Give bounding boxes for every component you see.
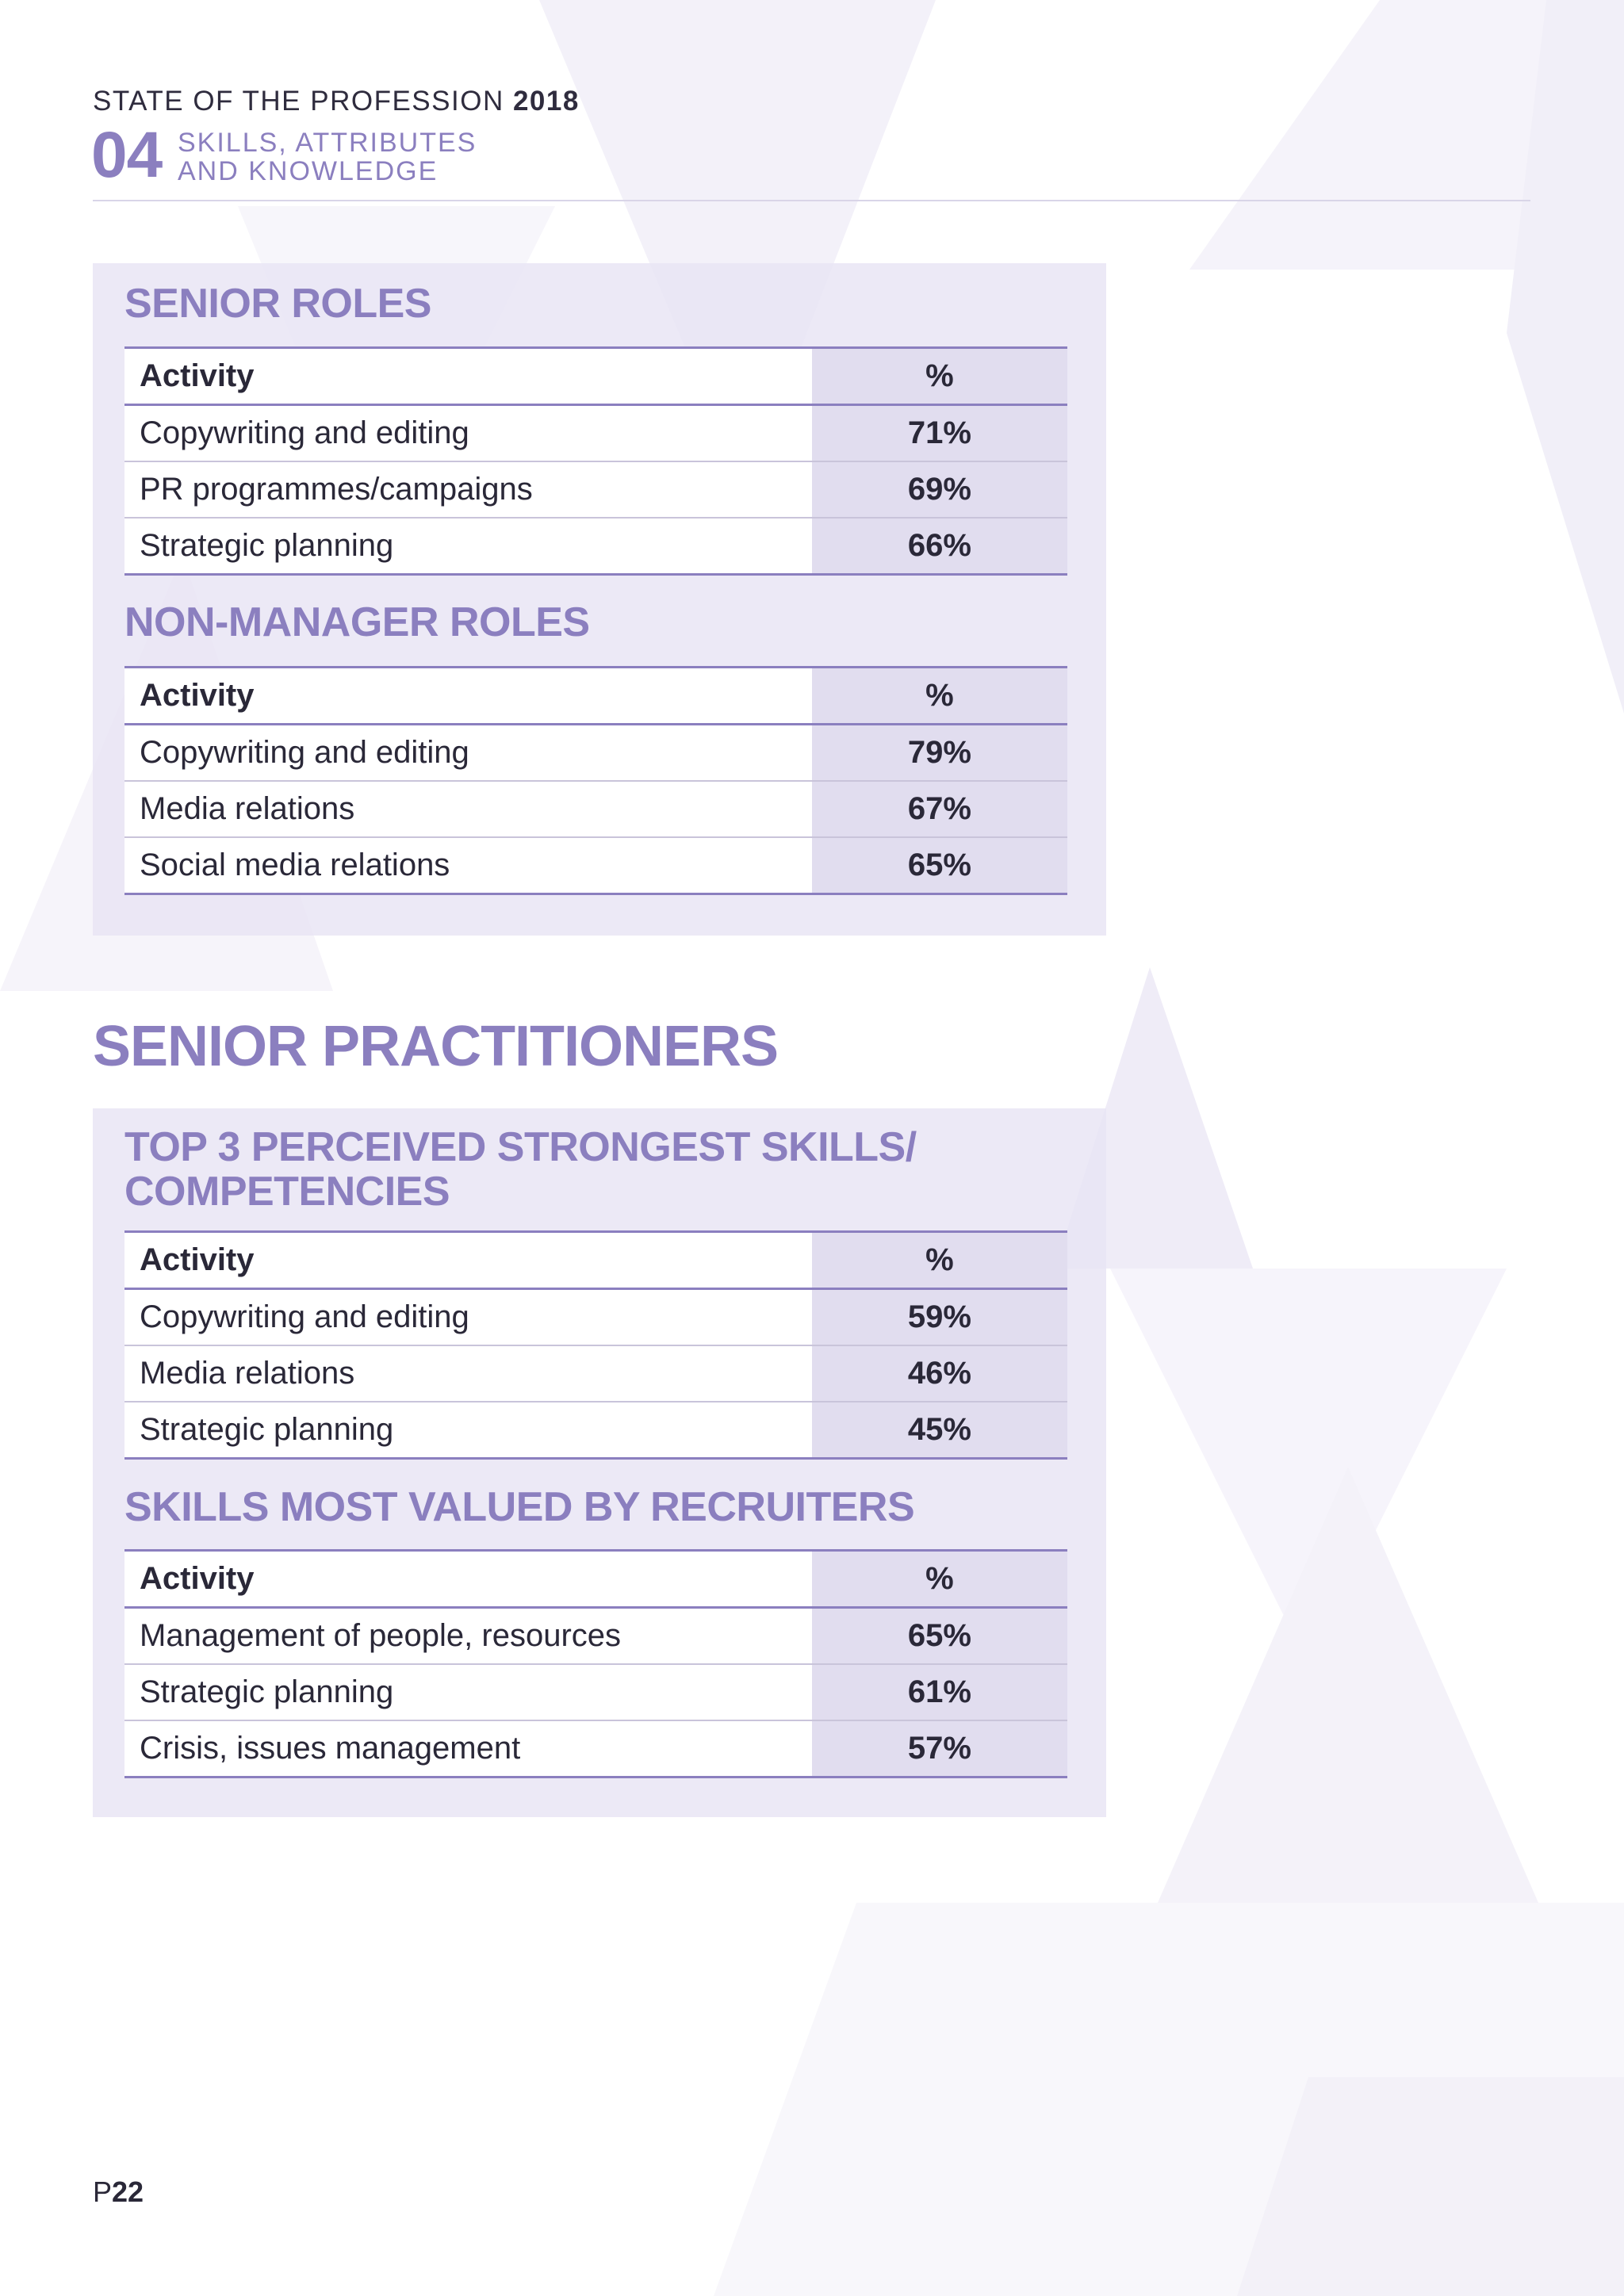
- column-header-percent: %: [811, 667, 1067, 725]
- column-header-activity: Activity: [124, 667, 812, 725]
- chapter-title: SKILLS, ATTRIBUTES AND KNOWLEDGE: [178, 128, 477, 186]
- table-row: Strategic planning 45%: [124, 1402, 1067, 1459]
- activity-cell: Strategic planning: [124, 1664, 812, 1720]
- table-recruiter-skills: Activity % Management of people, resourc…: [124, 1549, 1067, 1778]
- activity-cell: Copywriting and editing: [124, 1288, 812, 1345]
- activity-cell: Strategic planning: [124, 518, 812, 575]
- section-title-senior-roles: SENIOR ROLES: [124, 281, 431, 327]
- table-row: Management of people, resources 65%: [124, 1607, 1067, 1664]
- page-number: P22: [93, 2175, 144, 2209]
- column-header-percent: %: [811, 347, 1067, 405]
- percent-cell: 67%: [811, 781, 1067, 837]
- document-title-text: STATE OF THE PROFESSION: [93, 86, 504, 117]
- page-number-value: 22: [112, 2175, 144, 2208]
- table-senior-roles: Activity % Copywriting and editing 71% P…: [124, 346, 1067, 576]
- document-year: 2018: [512, 86, 580, 117]
- column-header-activity: Activity: [124, 1231, 812, 1289]
- table-row: Strategic planning 61%: [124, 1664, 1067, 1720]
- percent-cell: 79%: [811, 724, 1067, 781]
- activity-cell: Media relations: [124, 1345, 812, 1402]
- section-title-top3-skills: TOP 3 PERCEIVED STRONGEST SKILLS/ COMPET…: [124, 1125, 917, 1214]
- chapter-number: 04: [91, 119, 163, 191]
- table-header-row: Activity %: [124, 1550, 1067, 1608]
- activity-cell: Strategic planning: [124, 1402, 812, 1459]
- percent-cell: 69%: [811, 461, 1067, 518]
- header-divider: [93, 200, 1530, 201]
- percent-cell: 66%: [811, 518, 1067, 575]
- activity-cell: Crisis, issues management: [124, 1720, 812, 1777]
- percent-cell: 45%: [811, 1402, 1067, 1459]
- table-row: Strategic planning 66%: [124, 518, 1067, 575]
- chapter-title-line1: SKILLS, ATTRIBUTES: [178, 128, 477, 158]
- table-row: Crisis, issues management 57%: [124, 1720, 1067, 1777]
- table-row: Media relations 46%: [124, 1345, 1067, 1402]
- activity-cell: PR programmes/campaigns: [124, 461, 812, 518]
- percent-cell: 65%: [811, 837, 1067, 894]
- document-title: STATE OF THE PROFESSION 2018: [93, 86, 580, 117]
- activity-cell: Copywriting and editing: [124, 724, 812, 781]
- column-header-activity: Activity: [124, 347, 812, 405]
- percent-cell: 61%: [811, 1664, 1067, 1720]
- table-row: Copywriting and editing 79%: [124, 724, 1067, 781]
- table-row: Media relations 67%: [124, 781, 1067, 837]
- table-non-manager-roles: Activity % Copywriting and editing 79% M…: [124, 666, 1067, 895]
- table-row: Copywriting and editing 59%: [124, 1288, 1067, 1345]
- activity-cell: Management of people, resources: [124, 1607, 812, 1664]
- table-row: Social media relations 65%: [124, 837, 1067, 894]
- table-top3-skills: Activity % Copywriting and editing 59% M…: [124, 1230, 1067, 1460]
- column-header-percent: %: [811, 1231, 1067, 1289]
- table-row: PR programmes/campaigns 69%: [124, 461, 1067, 518]
- activity-cell: Media relations: [124, 781, 812, 837]
- percent-cell: 71%: [811, 404, 1067, 461]
- percent-cell: 59%: [811, 1288, 1067, 1345]
- percent-cell: 57%: [811, 1720, 1067, 1777]
- percent-cell: 65%: [811, 1607, 1067, 1664]
- percent-cell: 46%: [811, 1345, 1067, 1402]
- column-header-activity: Activity: [124, 1550, 812, 1608]
- section-title-line1: TOP 3 PERCEIVED STRONGEST SKILLS/: [124, 1124, 917, 1170]
- section-heading-senior-practitioners: SENIOR PRACTITIONERS: [93, 1015, 779, 1078]
- table-header-row: Activity %: [124, 667, 1067, 725]
- table-row: Copywriting and editing 71%: [124, 404, 1067, 461]
- column-header-percent: %: [811, 1550, 1067, 1608]
- section-title-line2: COMPETENCIES: [124, 1169, 450, 1215]
- section-title-non-manager-roles: NON-MANAGER ROLES: [124, 599, 590, 645]
- page-prefix: P: [93, 2175, 113, 2208]
- chapter-title-line2: AND KNOWLEDGE: [178, 156, 439, 186]
- activity-cell: Copywriting and editing: [124, 404, 812, 461]
- table-header-row: Activity %: [124, 347, 1067, 405]
- activity-cell: Social media relations: [124, 837, 812, 894]
- section-title-recruiter-skills: SKILLS MOST VALUED BY RECRUITERS: [124, 1484, 915, 1530]
- table-header-row: Activity %: [124, 1231, 1067, 1289]
